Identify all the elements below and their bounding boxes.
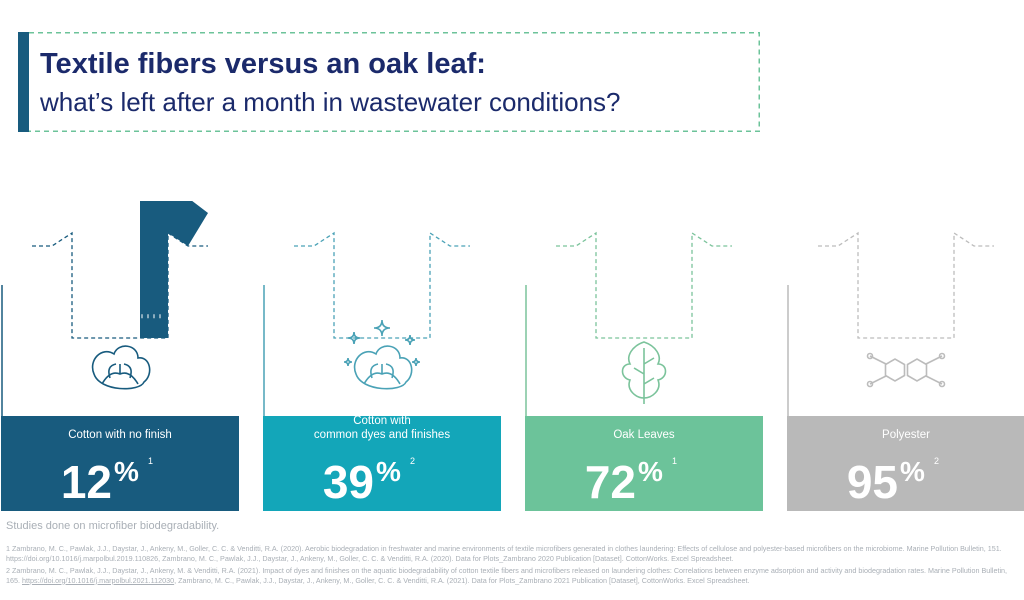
- shirt-collar: [365, 172, 399, 182]
- sparkle-icon: [373, 319, 391, 337]
- shirt-original-outline: [294, 231, 470, 339]
- bar: [556, 173, 732, 338]
- atom-node: [938, 352, 946, 360]
- oak-leaf-icon: [621, 341, 667, 404]
- bar-group-4: Polyester 95% 2: [787, 172, 1024, 511]
- footnote-ref: 2: [410, 456, 415, 466]
- title-frame: [18, 32, 760, 132]
- category-label: Oak Leaves: [613, 429, 675, 441]
- data-label-value: 95: [847, 456, 898, 508]
- hexagon-ring: [906, 358, 928, 382]
- hexagon-ring: [884, 358, 906, 382]
- cotton-boll-shape: [91, 345, 151, 390]
- cotton-boll-icon: [91, 345, 151, 390]
- sparkle-icon: [347, 331, 361, 345]
- footnote-ref: 1: [672, 456, 677, 466]
- data-label-unit: %: [376, 456, 401, 487]
- data-label-unit: %: [114, 456, 139, 487]
- leaf-veins: [633, 348, 655, 404]
- shirt-collar: [103, 172, 137, 182]
- polymer-molecule-icon: [866, 352, 946, 388]
- bar-panel: [525, 416, 763, 511]
- category-label: Cotton with no finish: [68, 429, 172, 441]
- title-accent-bar: [18, 32, 29, 132]
- atom-node: [938, 380, 946, 388]
- bar-panel: [1, 416, 239, 511]
- reference-2-text: 2 Zambrano, M. C., Pawlak, J.J., Daystar…: [6, 566, 1008, 585]
- atom-node: [866, 352, 874, 360]
- molecule-bonds: [869, 355, 943, 385]
- page-subtitle: what’s left after a month in wastewater …: [40, 87, 621, 117]
- data-label-value: 12: [61, 456, 112, 508]
- bar-group-1: Cotton with no finish 12% 1: [1, 172, 239, 511]
- bar: [294, 173, 470, 338]
- data-label-unit: %: [900, 456, 925, 487]
- title-box: Textile fibers versus an oak leaf: what’…: [18, 32, 760, 132]
- reference-2: 2 Zambrano, M. C., Pawlak, J.J., Daystar…: [6, 566, 1018, 585]
- bar-panel: [787, 416, 1024, 511]
- category-label: common dyes and finishes: [314, 429, 450, 441]
- shirt-original-outline: [818, 231, 994, 339]
- sparkle-icon: [343, 357, 353, 367]
- cotton-boll-leaves: [363, 363, 401, 385]
- reference-2-link[interactable]: https://doi.org/10.1016/j.marpolbul.2021…: [22, 575, 175, 585]
- footnote-intro: Studies done on microfiber biodegradabil…: [6, 520, 220, 532]
- shirt-original-outline: [556, 231, 732, 339]
- footnote-ref: 1: [148, 456, 153, 466]
- cotton-boll-shape: [353, 345, 413, 390]
- shirt-collar: [627, 172, 661, 182]
- category-label: Cotton with: [353, 415, 411, 427]
- data-label-unit: %: [638, 456, 663, 487]
- bar-group-2: Cotton with common dyes and finishes 39% 2: [263, 172, 501, 511]
- reference-2-tail: , Zambrano, M. C., Pawlak, J.J., Daystar…: [174, 575, 750, 585]
- bar-panel: [263, 416, 501, 511]
- sparkle-icon: [411, 357, 421, 367]
- shirt-original-outline: [32, 231, 208, 339]
- category-label: Polyester: [882, 429, 930, 441]
- reference-1: 1 Zambrano, M. C., Pawlak, J.J., Daystar…: [6, 544, 1002, 563]
- footnote-ref: 2: [934, 456, 939, 466]
- data-label-value: 72: [585, 456, 636, 508]
- bar: [818, 173, 994, 338]
- bar: [140, 201, 208, 338]
- sparkle-icon: [404, 334, 416, 346]
- page-title: Textile fibers versus an oak leaf:: [40, 48, 486, 80]
- cotton-boll-leaves: [101, 363, 139, 385]
- bar-group-3: Oak Leaves 72% 1: [525, 172, 763, 511]
- data-label-value: 39: [323, 456, 374, 508]
- sparkling-cotton-boll-icon: [343, 319, 421, 390]
- references: 1 Zambrano, M. C., Pawlak, J.J., Daystar…: [6, 544, 1018, 588]
- atom-node: [866, 380, 874, 388]
